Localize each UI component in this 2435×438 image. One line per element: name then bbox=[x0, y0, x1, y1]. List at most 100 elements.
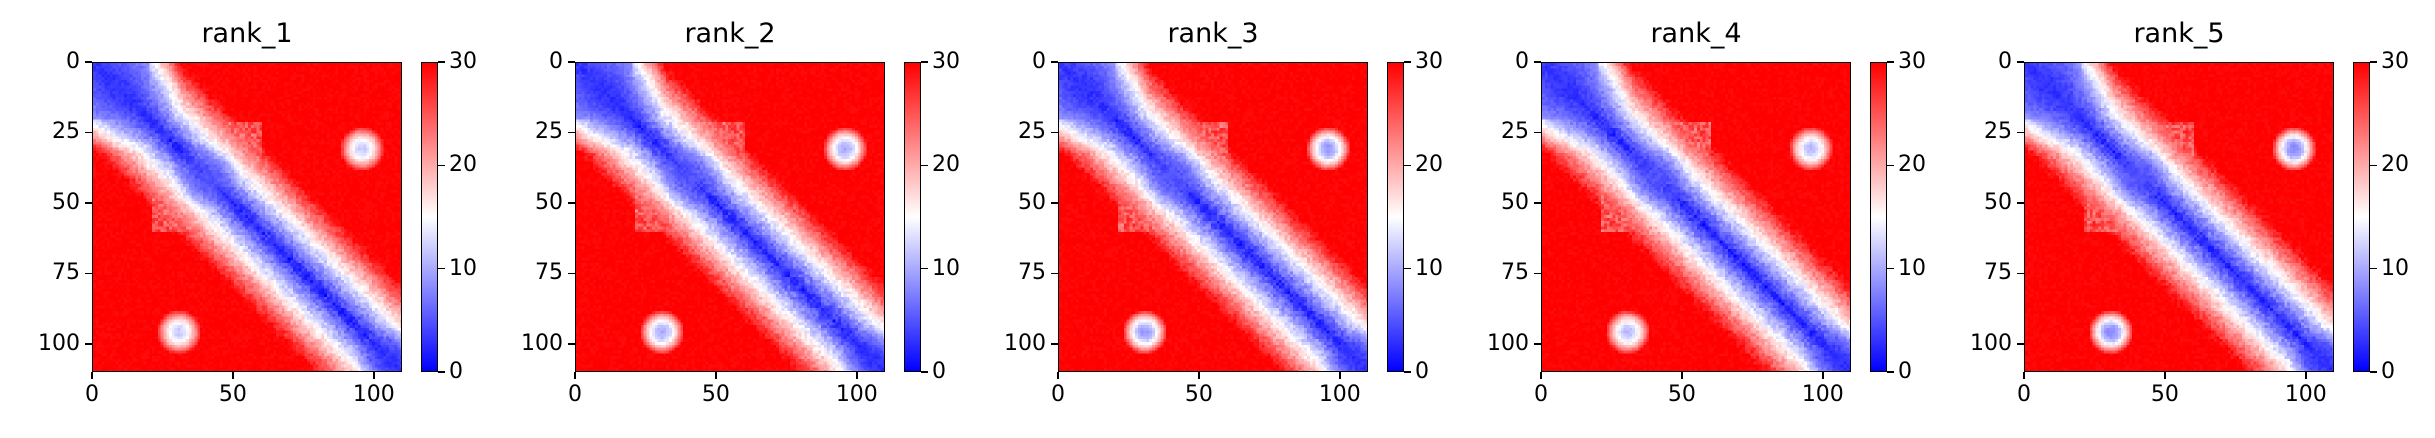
heatmap-cell bbox=[163, 108, 166, 111]
heatmap-cell bbox=[344, 71, 347, 74]
heatmap-cell bbox=[99, 91, 102, 94]
heatmap-cell bbox=[386, 156, 389, 159]
heatmap-cell bbox=[175, 119, 178, 122]
heatmap-cell bbox=[138, 71, 141, 74]
heatmap-cell bbox=[220, 173, 223, 176]
heatmap-cell bbox=[338, 111, 341, 114]
heatmap-cell bbox=[206, 142, 209, 145]
heatmap-cell bbox=[211, 184, 214, 187]
heatmap-cell bbox=[141, 63, 144, 66]
heatmap-cell bbox=[321, 102, 324, 105]
heatmap-cell bbox=[273, 150, 276, 153]
heatmap-cell bbox=[147, 119, 150, 122]
heatmap-cell bbox=[296, 77, 299, 80]
heatmap-cell bbox=[262, 125, 265, 128]
heatmap-cell bbox=[104, 131, 107, 134]
heatmap-cell bbox=[180, 153, 183, 156]
heatmap-cell bbox=[197, 91, 200, 94]
heatmap-cell bbox=[327, 66, 330, 69]
heatmap-cell bbox=[197, 142, 200, 145]
heatmap-cell bbox=[352, 145, 355, 148]
heatmap-cell bbox=[200, 190, 203, 193]
heatmap-cell bbox=[254, 159, 257, 162]
heatmap-cell bbox=[271, 77, 274, 80]
heatmap-cell bbox=[169, 184, 172, 187]
heatmap-cell bbox=[228, 176, 231, 179]
heatmap-cell bbox=[178, 145, 181, 148]
heatmap-cell bbox=[378, 100, 381, 103]
heatmap-cell bbox=[130, 63, 133, 66]
heatmap-cell bbox=[113, 164, 116, 167]
heatmap-cell bbox=[383, 100, 386, 103]
heatmap-cell bbox=[369, 148, 372, 151]
heatmap-cell bbox=[395, 88, 398, 91]
heatmap-cell bbox=[155, 139, 158, 142]
heatmap-cell bbox=[299, 181, 302, 184]
heatmap-cell bbox=[383, 156, 386, 159]
heatmap-cell bbox=[254, 74, 257, 77]
heatmap-cell bbox=[197, 190, 200, 193]
heatmap-cell bbox=[155, 170, 158, 173]
heatmap-cell bbox=[375, 63, 378, 66]
heatmap-cell bbox=[234, 77, 237, 80]
heatmap-cell bbox=[352, 170, 355, 173]
heatmap-cell bbox=[392, 179, 395, 182]
heatmap-cell bbox=[155, 91, 158, 94]
heatmap-cell bbox=[116, 66, 119, 69]
heatmap-cell bbox=[237, 114, 240, 117]
heatmap-cell bbox=[358, 94, 361, 97]
heatmap-cell bbox=[186, 131, 189, 134]
heatmap-cell bbox=[149, 131, 152, 134]
heatmap-cell bbox=[217, 145, 220, 148]
heatmap-cell bbox=[352, 114, 355, 117]
heatmap-cell bbox=[265, 153, 268, 156]
heatmap-cell bbox=[223, 162, 226, 165]
heatmap-cell bbox=[256, 142, 259, 145]
heatmap-cell bbox=[282, 102, 285, 105]
heatmap-cell bbox=[304, 114, 307, 117]
heatmap-cell bbox=[147, 125, 150, 128]
heatmap-cell bbox=[310, 162, 313, 165]
heatmap-cell bbox=[327, 69, 330, 72]
heatmap-cell bbox=[144, 153, 147, 156]
heatmap-cell bbox=[228, 83, 231, 86]
heatmap-cell bbox=[372, 74, 375, 77]
heatmap-cell bbox=[166, 148, 169, 151]
heatmap-cell bbox=[361, 117, 364, 120]
heatmap-cell bbox=[344, 66, 347, 69]
heatmap-cell bbox=[344, 102, 347, 105]
heatmap-cell bbox=[256, 133, 259, 136]
heatmap-cell bbox=[228, 69, 231, 72]
heatmap-cell bbox=[361, 139, 364, 142]
heatmap-cell bbox=[313, 145, 316, 148]
heatmap-cell bbox=[335, 91, 338, 94]
heatmap-cell bbox=[369, 173, 372, 176]
heatmap-cell bbox=[99, 190, 102, 193]
heatmap-cell bbox=[347, 86, 350, 89]
heatmap-cell bbox=[209, 100, 212, 103]
heatmap-cell bbox=[256, 80, 259, 83]
heatmap-cell bbox=[330, 102, 333, 105]
heatmap-cell bbox=[214, 156, 217, 159]
heatmap-cell bbox=[271, 150, 274, 153]
heatmap-cell bbox=[302, 150, 305, 153]
heatmap-cell bbox=[386, 97, 389, 100]
heatmap-cell bbox=[282, 111, 285, 114]
heatmap-cell bbox=[169, 94, 172, 97]
heatmap-cell bbox=[330, 173, 333, 176]
heatmap-cell bbox=[265, 136, 268, 139]
heatmap-cell bbox=[395, 122, 398, 125]
heatmap-cell bbox=[155, 83, 158, 86]
heatmap-cell bbox=[254, 88, 257, 91]
heatmap-cell bbox=[321, 66, 324, 69]
heatmap-cell bbox=[118, 97, 121, 100]
heatmap-cell bbox=[217, 167, 220, 170]
heatmap-cell bbox=[183, 181, 186, 184]
heatmap-cell bbox=[183, 184, 186, 187]
heatmap-cell bbox=[231, 145, 234, 148]
heatmap-cell bbox=[183, 66, 186, 69]
heatmap-cell bbox=[186, 173, 189, 176]
heatmap-cell bbox=[364, 125, 367, 128]
heatmap-cell bbox=[127, 119, 130, 122]
heatmap-cell bbox=[135, 80, 138, 83]
